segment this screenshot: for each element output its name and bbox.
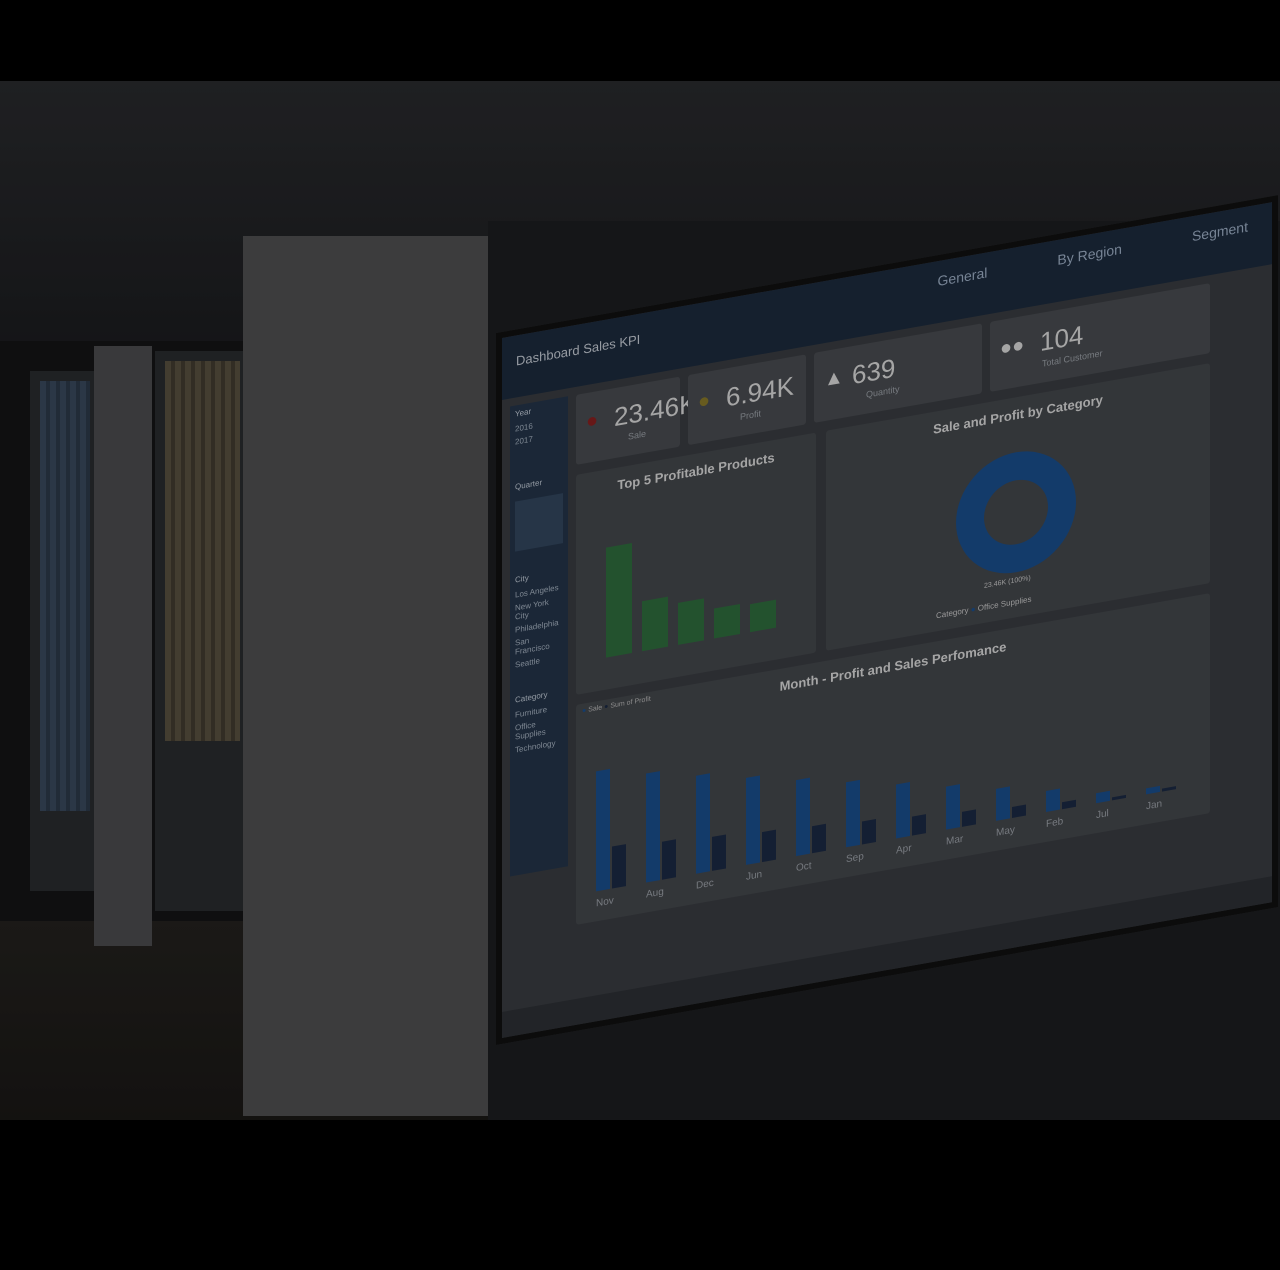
dark-overlay (0, 81, 1280, 1120)
partition-panel (243, 236, 488, 1116)
window-blinds (40, 381, 90, 811)
office-photo: Dashboard Sales KPI General By Region Se… (0, 81, 1280, 1120)
window-blinds (165, 361, 240, 741)
partition-panel (94, 346, 152, 946)
